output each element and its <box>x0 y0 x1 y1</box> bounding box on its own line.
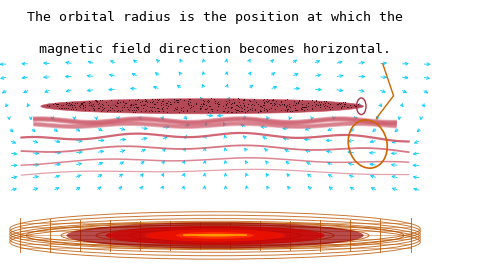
Text: magnetic field direction becomes horizontal.: magnetic field direction becomes horizon… <box>39 43 391 57</box>
Ellipse shape <box>41 99 364 114</box>
Ellipse shape <box>67 222 364 248</box>
Ellipse shape <box>145 229 285 242</box>
Ellipse shape <box>195 234 235 237</box>
Ellipse shape <box>176 232 254 239</box>
Text: The orbital radius is the position at which the: The orbital radius is the position at wh… <box>27 11 403 24</box>
Ellipse shape <box>105 226 325 245</box>
